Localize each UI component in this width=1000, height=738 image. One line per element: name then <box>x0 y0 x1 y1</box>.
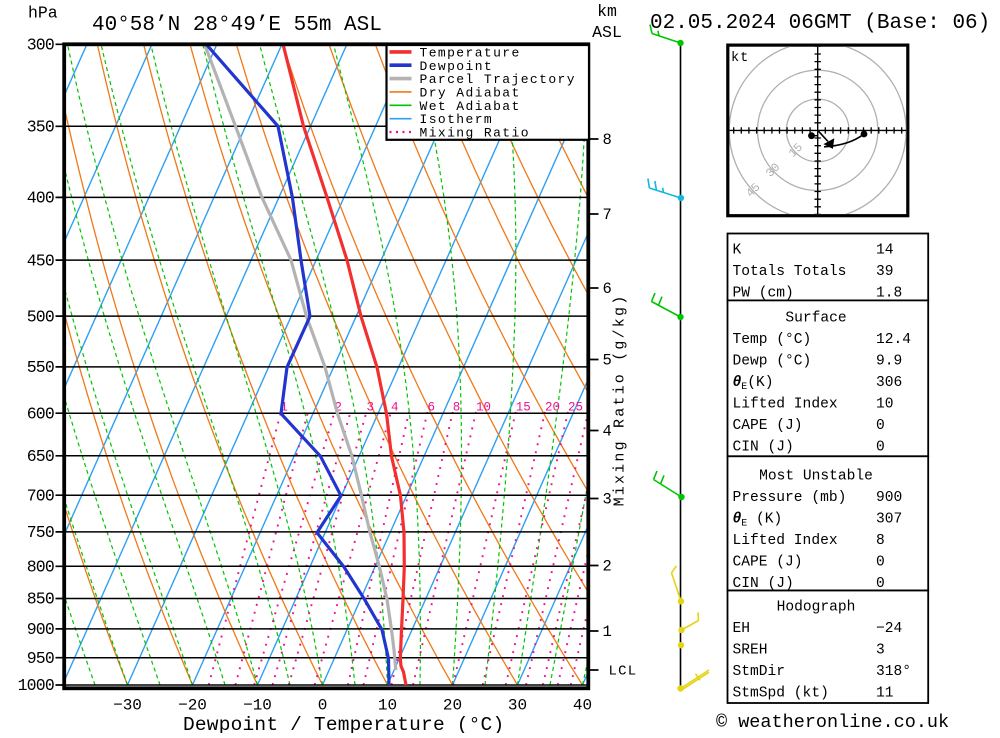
svg-text:0: 0 <box>318 697 328 715</box>
svg-text:Lifted Index: Lifted Index <box>733 533 838 549</box>
svg-text:307: 307 <box>876 512 902 528</box>
svg-text:0: 0 <box>876 576 885 592</box>
svg-text:Mixing Ratio (g/kg): Mixing Ratio (g/kg) <box>612 294 629 507</box>
svg-text:2: 2 <box>335 401 343 415</box>
svg-text:40°58’N 28°49’E 55m ASL: 40°58’N 28°49’E 55m ASL <box>92 14 382 37</box>
svg-text:900: 900 <box>27 620 54 639</box>
svg-text:20: 20 <box>443 697 462 715</box>
svg-text:4: 4 <box>603 423 612 441</box>
svg-text:750: 750 <box>27 523 54 542</box>
svg-text:15: 15 <box>516 401 531 415</box>
svg-text:θE (K): θE (K) <box>733 512 783 530</box>
svg-text:25: 25 <box>568 401 583 415</box>
svg-text:550: 550 <box>27 358 54 377</box>
svg-text:θE(K): θE(K) <box>733 375 774 393</box>
svg-text:318°: 318° <box>876 664 911 680</box>
svg-text:Dewp (°C): Dewp (°C) <box>733 354 812 370</box>
svg-text:950: 950 <box>27 649 54 668</box>
svg-text:10: 10 <box>476 401 491 415</box>
svg-text:LCL: LCL <box>609 664 638 680</box>
svg-text:1: 1 <box>280 401 288 415</box>
svg-text:ASL: ASL <box>592 23 622 42</box>
svg-text:30: 30 <box>508 697 527 715</box>
svg-text:10: 10 <box>876 397 894 413</box>
svg-text:hPa: hPa <box>28 4 58 23</box>
svg-text:−20: −20 <box>178 697 207 715</box>
svg-text:Parcel Trajectory: Parcel Trajectory <box>420 72 576 87</box>
svg-text:SREH: SREH <box>733 643 768 659</box>
svg-text:−10: −10 <box>243 697 272 715</box>
svg-text:7: 7 <box>603 206 612 224</box>
svg-text:850: 850 <box>27 590 54 609</box>
svg-text:900: 900 <box>876 490 902 506</box>
svg-text:Lifted Index: Lifted Index <box>733 397 838 413</box>
svg-text:Dewpoint / Temperature (°C): Dewpoint / Temperature (°C) <box>183 714 504 733</box>
svg-text:650: 650 <box>27 447 54 466</box>
svg-text:1: 1 <box>603 623 612 641</box>
svg-text:6: 6 <box>428 401 436 415</box>
svg-text:40: 40 <box>573 697 592 715</box>
svg-text:CIN (J): CIN (J) <box>733 576 794 592</box>
svg-text:1000: 1000 <box>18 676 54 695</box>
svg-text:Wet Adiabat: Wet Adiabat <box>420 99 521 114</box>
svg-text:CIN (J): CIN (J) <box>733 440 794 456</box>
svg-text:02.05.2024 06GMT (Base: 06): 02.05.2024 06GMT (Base: 06) <box>650 12 990 35</box>
svg-text:Dewpoint: Dewpoint <box>420 59 494 74</box>
svg-text:12.4: 12.4 <box>876 332 911 348</box>
svg-text:10: 10 <box>378 697 397 715</box>
svg-text:306: 306 <box>876 375 902 391</box>
svg-text:Temperature: Temperature <box>420 46 521 61</box>
svg-text:1.8: 1.8 <box>876 286 902 302</box>
svg-text:0: 0 <box>876 418 885 434</box>
svg-text:K: K <box>733 243 742 259</box>
svg-text:39: 39 <box>876 264 894 280</box>
svg-text:300: 300 <box>27 36 54 55</box>
svg-text:3: 3 <box>603 491 612 509</box>
svg-text:450: 450 <box>27 251 54 270</box>
svg-text:CAPE (J): CAPE (J) <box>733 555 803 571</box>
svg-text:Isotherm: Isotherm <box>420 112 494 127</box>
svg-text:0: 0 <box>876 440 885 456</box>
svg-text:500: 500 <box>27 307 54 326</box>
svg-text:8: 8 <box>453 401 461 415</box>
svg-text:8: 8 <box>876 533 885 549</box>
svg-text:CAPE (J): CAPE (J) <box>733 418 803 434</box>
svg-text:8: 8 <box>603 131 612 149</box>
svg-text:2: 2 <box>603 558 612 576</box>
svg-text:EH: EH <box>733 621 751 637</box>
svg-text:Surface: Surface <box>785 311 846 327</box>
svg-text:Temp (°C): Temp (°C) <box>733 332 812 348</box>
svg-text:−30: −30 <box>113 697 142 715</box>
svg-text:km: km <box>597 2 617 21</box>
svg-text:StmDir: StmDir <box>733 664 786 680</box>
svg-text:−24: −24 <box>876 621 903 637</box>
svg-text:PW (cm): PW (cm) <box>733 286 794 302</box>
svg-text:Most Unstable: Most Unstable <box>759 469 873 485</box>
svg-text:StmSpd (kt): StmSpd (kt) <box>733 686 829 702</box>
svg-text:6: 6 <box>603 280 612 298</box>
svg-text:20: 20 <box>545 401 560 415</box>
svg-text:700: 700 <box>27 486 54 505</box>
svg-text:3: 3 <box>367 401 375 415</box>
svg-text:0: 0 <box>876 555 885 571</box>
svg-text:350: 350 <box>27 118 54 137</box>
svg-text:5: 5 <box>603 352 612 370</box>
svg-text:Pressure (mb): Pressure (mb) <box>733 490 847 506</box>
svg-text:11: 11 <box>876 686 894 702</box>
svg-text:kt: kt <box>731 51 749 66</box>
svg-text:9.9: 9.9 <box>876 354 902 370</box>
svg-text:400: 400 <box>27 189 54 208</box>
svg-text:Hodograph: Hodograph <box>777 600 856 616</box>
svg-text:3: 3 <box>876 643 885 659</box>
svg-text:600: 600 <box>27 404 54 423</box>
svg-text:© weatheronline.co.uk: © weatheronline.co.uk <box>716 712 949 733</box>
svg-text:14: 14 <box>876 243 894 259</box>
svg-text:Totals Totals: Totals Totals <box>733 264 847 280</box>
svg-text:Mixing Ratio: Mixing Ratio <box>420 126 530 141</box>
svg-text:Dry Adiabat: Dry Adiabat <box>420 86 521 101</box>
svg-text:800: 800 <box>27 558 54 577</box>
svg-text:4: 4 <box>391 401 399 415</box>
